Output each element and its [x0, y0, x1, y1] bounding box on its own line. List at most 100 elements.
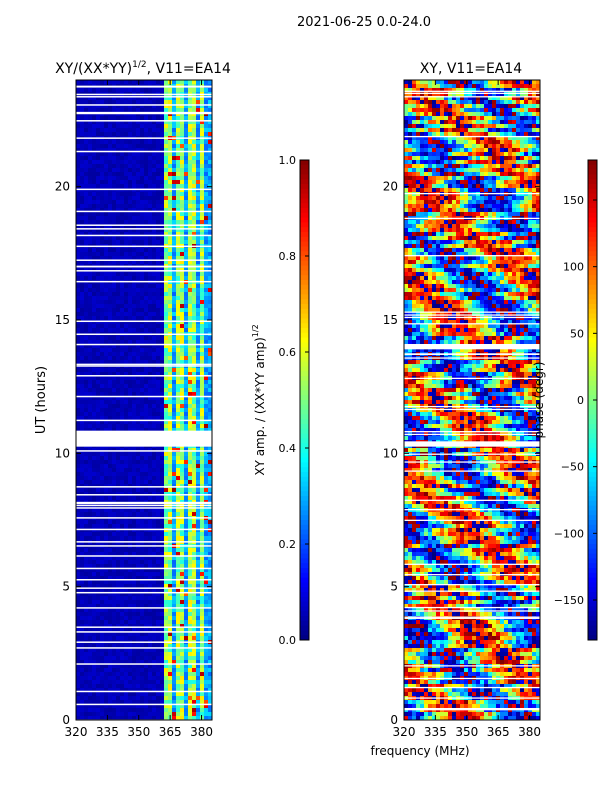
amplitude-cell	[200, 104, 205, 109]
amplitude-cell	[92, 208, 97, 213]
amplitude-cell	[88, 452, 93, 457]
amplitude-cell	[124, 344, 129, 349]
amplitude-cell	[124, 240, 129, 245]
amplitude-cell	[76, 424, 81, 429]
amplitude-cell	[168, 220, 173, 225]
amplitude-cell	[172, 400, 177, 405]
amplitude-cell	[84, 612, 89, 617]
amplitude-cell	[140, 660, 145, 665]
amplitude-cell	[144, 172, 149, 177]
amplitude-cell	[192, 596, 197, 601]
amplitude-cell	[208, 536, 213, 541]
amplitude-cell	[156, 204, 161, 209]
amplitude-cell	[88, 660, 93, 665]
amplitude-cell	[168, 160, 173, 165]
amplitude-cell	[108, 524, 113, 529]
amplitude-cell	[108, 224, 113, 229]
amplitude-cell	[100, 504, 105, 509]
amplitude-cell	[96, 368, 101, 373]
amplitude-cell	[128, 188, 133, 193]
amplitude-cell	[180, 220, 185, 225]
amplitude-cell	[88, 548, 93, 553]
amplitude-cell	[132, 320, 137, 325]
amplitude-cell	[76, 168, 81, 173]
amplitude-cell	[84, 88, 89, 93]
amplitude-cell	[168, 372, 173, 377]
amplitude-cell	[160, 524, 165, 529]
amplitude-cell	[104, 88, 109, 93]
amplitude-cell	[192, 416, 197, 421]
amplitude-cell	[176, 348, 181, 353]
amplitude-cell	[128, 204, 133, 209]
amplitude-cell	[188, 508, 193, 513]
amplitude-cell	[196, 604, 201, 609]
amplitude-cell	[204, 252, 209, 257]
amplitude-cell	[96, 272, 101, 277]
amplitude-cell	[100, 144, 105, 149]
amplitude-cell	[100, 292, 105, 297]
amplitude-cell	[128, 240, 133, 245]
amplitude-cell	[128, 520, 133, 525]
amplitude-cell	[136, 180, 141, 185]
amplitude-cell	[160, 612, 165, 617]
amplitude-cell	[196, 104, 201, 109]
amplitude-cell	[92, 496, 97, 501]
amplitude-cell	[208, 416, 213, 421]
amplitude-cell	[144, 204, 149, 209]
amplitude-cell	[132, 328, 137, 333]
amplitude-cell	[112, 460, 117, 465]
amplitude-cell	[140, 336, 145, 341]
amplitude-cell	[132, 488, 137, 493]
amplitude-cell	[140, 632, 145, 637]
amplitude-cell	[108, 88, 113, 93]
amplitude-cell	[104, 604, 109, 609]
amplitude-cell	[168, 284, 173, 289]
amplitude-cell	[100, 348, 105, 353]
amplitude-cell	[176, 296, 181, 301]
amplitude-cell	[104, 468, 109, 473]
amplitude-cell	[120, 320, 125, 325]
amplitude-cell	[84, 344, 89, 349]
amplitude-cell	[112, 612, 117, 617]
amplitude-cell	[120, 644, 125, 649]
amplitude-cell	[128, 300, 133, 305]
amplitude-cell	[108, 536, 113, 541]
amplitude-cell	[92, 284, 97, 289]
amplitude-cell	[92, 616, 97, 621]
amplitude-cell	[152, 340, 157, 345]
amplitude-cell	[204, 312, 209, 317]
amplitude-cell	[96, 156, 101, 161]
amplitude-cell	[160, 388, 165, 393]
amplitude-cell	[104, 356, 109, 361]
amplitude-cell	[88, 320, 93, 325]
amplitude-cell	[176, 576, 181, 581]
amplitude-cell	[160, 392, 165, 397]
amplitude-cell	[208, 248, 213, 253]
amplitude-cell	[164, 168, 169, 173]
amplitude-cell	[196, 168, 201, 173]
amplitude-cell	[156, 504, 161, 509]
amplitude-cell	[84, 216, 89, 221]
amplitude-cell	[92, 372, 97, 377]
amplitude-cell	[148, 528, 153, 533]
amplitude-cell	[136, 216, 141, 221]
amplitude-cell	[144, 316, 149, 321]
amplitude-cell	[96, 564, 101, 569]
amplitude-cell	[164, 224, 169, 229]
amplitude-cell	[196, 472, 201, 477]
amplitude-cell	[120, 220, 125, 225]
amplitude-cell	[124, 380, 129, 385]
amplitude-cell	[116, 468, 121, 473]
amplitude-cell	[156, 212, 161, 217]
amplitude-cell	[116, 552, 121, 557]
amplitude-cell	[152, 528, 157, 533]
amplitude-cell	[128, 560, 133, 565]
amplitude-cell	[176, 276, 181, 281]
amplitude-cell	[160, 192, 165, 197]
amplitude-cell	[148, 388, 153, 393]
amplitude-cell	[84, 376, 89, 381]
amplitude-cell	[176, 488, 181, 493]
amplitude-cell	[204, 508, 209, 513]
amplitude-cell	[96, 420, 101, 425]
